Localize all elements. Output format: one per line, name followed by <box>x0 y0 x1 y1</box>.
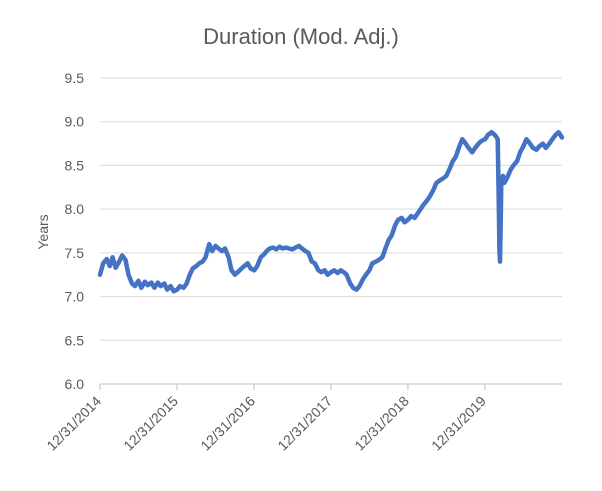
y-tick-label: 6.5 <box>65 332 85 348</box>
y-tick-label: 8.5 <box>65 157 85 173</box>
chart-title: Duration (Mod. Adj.) <box>203 24 399 49</box>
y-tick-label: 8.0 <box>65 201 85 217</box>
y-axis-ticks: 6.0 6.5 7.0 7.5 8.0 8.5 9.0 9.5 <box>65 70 85 392</box>
series-line <box>97 129 565 294</box>
y-tick-label: 9.0 <box>65 114 85 130</box>
y-tick-label: 7.5 <box>65 245 85 261</box>
y-axis-label: Years <box>35 214 51 249</box>
y-tick-label: 7.0 <box>65 289 85 305</box>
y-tick-label: 9.5 <box>65 70 85 86</box>
y-tick-label: 6.0 <box>65 376 85 392</box>
gridlines <box>100 77 562 341</box>
series-group <box>97 129 565 294</box>
